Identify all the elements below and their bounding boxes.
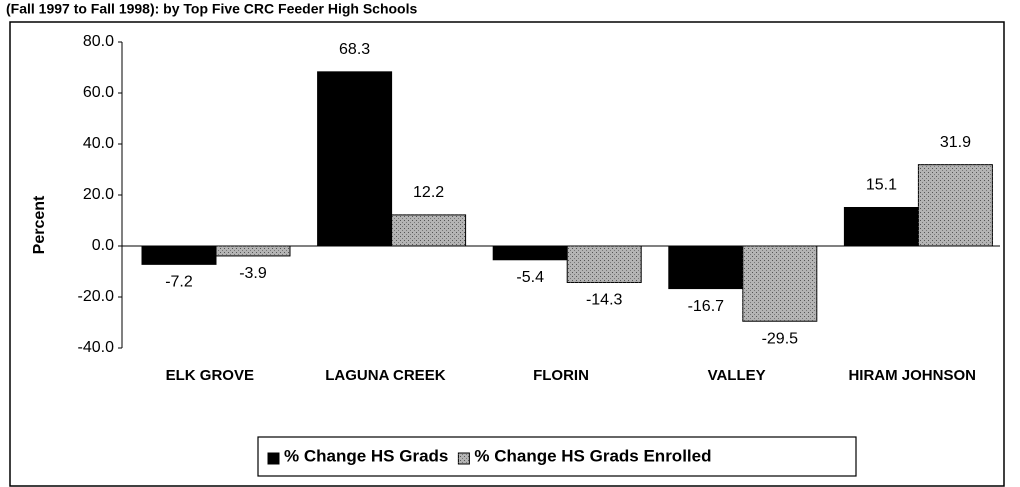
- y-tick-label: -40.0: [78, 339, 115, 356]
- value-label: 68.3: [339, 41, 370, 58]
- legend-texture: [458, 453, 470, 464]
- bar: [742, 245, 818, 322]
- x-tick-label: LAGUNA CREEK: [325, 367, 445, 384]
- chart-frame: [9, 21, 1005, 487]
- value-label: 12.2: [413, 184, 444, 201]
- x-tick-label: VALLEY: [708, 367, 766, 384]
- y-tick-label: -20.0: [78, 288, 115, 305]
- value-label: 15.1: [866, 177, 897, 194]
- y-axis-label: Percent: [31, 195, 48, 254]
- legend-swatch: [267, 452, 280, 465]
- bar: [566, 245, 642, 283]
- bar: [317, 71, 393, 247]
- y-tick-label: 0.0: [92, 237, 114, 254]
- chart-title: (Fall 1997 to Fall 1998): by Top Five CR…: [6, 1, 417, 17]
- value-label: -3.9: [239, 265, 267, 282]
- value-label: -7.2: [165, 274, 193, 291]
- y-tick-label: 60.0: [83, 84, 114, 101]
- legend-label: % Change HS Grads Enrolled: [474, 446, 711, 465]
- bar: [843, 206, 919, 247]
- value-label: -14.3: [586, 292, 623, 309]
- legend-label: % Change HS Grads: [284, 446, 448, 465]
- value-label: -16.7: [688, 298, 725, 315]
- bar: [391, 214, 467, 247]
- y-tick-label: 20.0: [83, 186, 114, 203]
- bar: [215, 245, 291, 257]
- y-tick-label: 40.0: [83, 135, 114, 152]
- bar: [917, 164, 993, 247]
- bar: [141, 245, 217, 265]
- x-tick-label: FLORIN: [533, 367, 589, 384]
- value-label: -5.4: [516, 269, 544, 286]
- legend-box: [257, 436, 857, 477]
- bar: [668, 245, 744, 290]
- value-label: -29.5: [762, 330, 799, 347]
- bar: [492, 245, 568, 261]
- y-tick-label: 80.0: [83, 33, 114, 50]
- x-tick-label: ELK GROVE: [166, 367, 254, 384]
- x-tick-label: HIRAM JOHNSON: [848, 367, 976, 384]
- value-label: 31.9: [940, 134, 971, 151]
